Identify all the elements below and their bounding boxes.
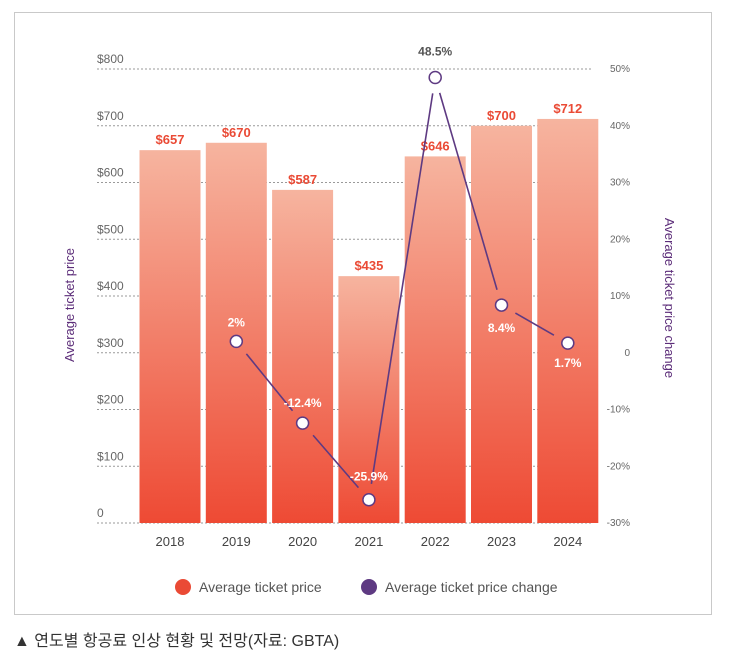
- line-point: [561, 336, 575, 350]
- series-line-segment: [245, 353, 294, 412]
- bar: [272, 189, 334, 523]
- x-tick-label: 2019: [222, 534, 251, 549]
- right-tick-label: 10%: [610, 291, 630, 302]
- line-point: [494, 298, 509, 312]
- line-value-label: -25.9%: [350, 470, 388, 484]
- legend-label-change: Average ticket price change: [385, 579, 558, 595]
- bar-value-label: $646: [421, 138, 450, 153]
- left-tick-label: $700: [97, 109, 124, 123]
- right-axis-ticks: -30% -20% -10% 0 10% 20% 30% 40% 50%: [607, 64, 631, 529]
- right-tick-label: 40%: [610, 121, 630, 132]
- x-axis-ticks: 2018 2019 2020 2021 2022 2023 2024: [156, 534, 583, 549]
- bar: [404, 156, 466, 523]
- line-value-label: -12.4%: [284, 396, 322, 410]
- x-tick-label: 2024: [553, 534, 582, 549]
- bar: [139, 150, 201, 523]
- left-tick-label: $300: [97, 336, 124, 350]
- right-tick-label: 20%: [610, 234, 630, 245]
- line-point: [428, 70, 442, 85]
- bar: [471, 125, 532, 523]
- x-tick-label: 2018: [156, 534, 185, 549]
- right-tick-label: 0: [624, 348, 630, 359]
- legend: Average ticket price Average ticket pric…: [175, 579, 558, 595]
- left-tick-label: $600: [97, 166, 124, 180]
- bar-value-label: $587: [288, 172, 317, 187]
- legend-swatch-change: [361, 579, 377, 595]
- x-tick-label: 2022: [421, 534, 450, 549]
- left-tick-label: $100: [97, 449, 124, 463]
- line-value-label: 1.7%: [554, 356, 582, 370]
- left-tick-label: $200: [97, 393, 124, 407]
- right-tick-label: 50%: [610, 64, 630, 75]
- bar-value-label: $712: [553, 101, 582, 116]
- line-value-label: 2%: [228, 315, 246, 329]
- bar: [537, 118, 599, 523]
- x-tick-label: 2020: [288, 534, 317, 549]
- left-tick-label: $400: [97, 279, 124, 293]
- bar-value-label: $657: [156, 132, 185, 147]
- line-value-labels: 2% -12.4% -25.9% 48.5% 8.4% 1.7%: [228, 45, 582, 484]
- combo-chart: 0 $100 $200 $300 $400 $500 $600 $700 $800 -30% -2…: [62, 45, 677, 595]
- bar-value-label: $700: [487, 108, 516, 123]
- left-axis-title: Average ticket price: [62, 248, 77, 362]
- x-tick-label: 2023: [487, 534, 516, 549]
- left-tick-label: 0: [97, 506, 104, 520]
- line-point: [362, 492, 376, 507]
- bar-value-label: $670: [222, 125, 251, 140]
- series-line-segment: [312, 434, 360, 489]
- bar-value-labels: $657 $670 $587 $435 $646 $700 $712: [156, 101, 583, 273]
- right-tick-label: -10%: [607, 405, 630, 416]
- line-point: [229, 334, 244, 349]
- bar: [338, 276, 400, 523]
- bar: [205, 142, 267, 523]
- line-series: [229, 70, 575, 507]
- bar-value-label: $435: [354, 258, 383, 273]
- right-tick-label: -20%: [607, 461, 630, 472]
- legend-swatch-price: [175, 579, 191, 595]
- chart-frame: 0 $100 $200 $300 $400 $500 $600 $700 $800 -30% -2…: [14, 12, 712, 615]
- left-tick-label: $800: [97, 52, 124, 66]
- line-value-label: 8.4%: [488, 321, 516, 335]
- series-line-segment: [514, 312, 555, 336]
- series-line-segment: [438, 92, 498, 290]
- right-axis-title: Average ticket price change: [662, 218, 677, 378]
- line-value-label: 48.5%: [418, 45, 452, 59]
- bar-series: [139, 118, 599, 523]
- legend-label-price: Average ticket price: [199, 579, 322, 595]
- right-tick-label: -30%: [607, 518, 630, 529]
- line-point: [295, 416, 310, 430]
- left-axis-ticks: 0 $100 $200 $300 $400 $500 $600 $700 $800: [97, 52, 124, 520]
- series-line-segment: [370, 93, 434, 485]
- figure-caption: ▲ 연도별 항공료 인상 현황 및 전망(자료: GBTA): [14, 633, 340, 650]
- left-tick-label: $500: [97, 222, 124, 236]
- right-tick-label: 30%: [610, 178, 630, 189]
- x-tick-label: 2021: [354, 534, 383, 549]
